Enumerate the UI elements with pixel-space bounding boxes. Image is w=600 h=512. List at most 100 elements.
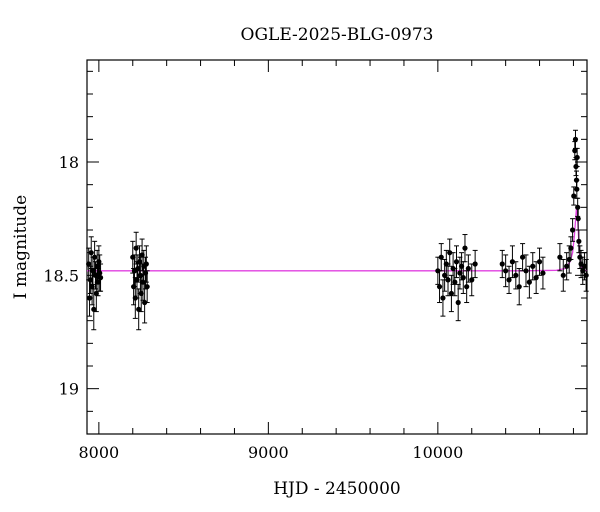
data-marker [472, 261, 478, 267]
data-point [569, 218, 576, 242]
data-point [557, 243, 563, 272]
data-point [440, 279, 446, 317]
data-point [445, 263, 451, 297]
data-marker [133, 245, 139, 251]
y-axis-label: I magnitude [11, 195, 31, 299]
data-marker [519, 254, 526, 260]
data-marker [460, 275, 466, 281]
data-marker [513, 272, 519, 278]
data-marker [445, 277, 451, 283]
data-point [533, 261, 539, 294]
data-marker [462, 245, 468, 251]
data-point [583, 258, 589, 292]
data-marker [452, 279, 458, 285]
data-marker [448, 290, 455, 297]
data-point [447, 238, 453, 267]
data-marker [97, 275, 104, 281]
data-marker [464, 284, 470, 290]
chart-title: OGLE-2025-BLG-0973 [241, 25, 434, 45]
data-marker [465, 265, 471, 272]
data-marker [509, 259, 516, 265]
y-tick-label: 18 [59, 153, 79, 172]
data-marker [142, 299, 148, 306]
tick-labels: 8000 9000 10000 18 18.5 19 [43, 153, 463, 462]
data-marker [572, 148, 578, 154]
data-marker [436, 284, 443, 290]
data-marker [583, 272, 589, 278]
data-point [438, 243, 444, 272]
data-marker [469, 277, 475, 283]
data-marker [143, 261, 149, 267]
data-marker [440, 295, 446, 301]
data-marker [571, 193, 577, 199]
data-point [143, 245, 149, 283]
data-marker [536, 259, 543, 265]
data-marker [523, 268, 529, 274]
x-axis-label: HJD - 2450000 [273, 479, 401, 499]
data-marker [560, 272, 566, 278]
data-marker [97, 270, 103, 276]
data-point [509, 245, 516, 279]
data-marker [576, 238, 582, 244]
data-point [526, 265, 532, 299]
data-marker [455, 299, 461, 306]
data-point [506, 265, 512, 294]
data-point [560, 258, 566, 292]
data-point [97, 263, 104, 292]
data-marker [453, 259, 460, 265]
data-marker [89, 284, 95, 290]
data-point [133, 231, 139, 265]
data-marker [540, 270, 546, 276]
data-point [448, 274, 455, 313]
x-tick-label: 8000 [79, 443, 120, 462]
data-point [571, 186, 577, 206]
data-marker [575, 216, 581, 222]
x-tick-label: 10000 [412, 443, 463, 462]
y-tick-label: 18.5 [43, 266, 79, 285]
data-marker [136, 306, 142, 312]
data-point [536, 247, 543, 276]
data-point [455, 283, 461, 322]
data-point [499, 249, 505, 279]
data-point [523, 254, 529, 288]
data-point [469, 263, 475, 297]
plot-frame [86, 59, 588, 435]
data-marker [533, 275, 539, 281]
data-point [574, 147, 580, 168]
data-marker [574, 154, 580, 161]
data-marker [564, 263, 570, 269]
data-point [519, 243, 526, 272]
data-marker [572, 136, 579, 142]
data-point [464, 270, 470, 304]
data-point [453, 245, 460, 279]
data-marker [568, 245, 574, 251]
data-marker [574, 186, 580, 192]
data-marker [530, 263, 536, 269]
data-point [516, 268, 522, 306]
data-point [530, 252, 536, 281]
data-marker [499, 261, 505, 267]
data-point [576, 229, 582, 254]
data-point [144, 270, 150, 304]
data-point [472, 249, 478, 279]
data-marker [144, 284, 150, 290]
data-marker [447, 250, 453, 256]
data-marker [91, 306, 97, 312]
data-marker [86, 261, 92, 267]
data-point [572, 129, 579, 149]
data-point [513, 261, 519, 290]
data-marker [569, 227, 576, 233]
data-point [574, 179, 580, 199]
data-point [462, 234, 468, 263]
data-marker [516, 284, 522, 290]
data-point [465, 254, 471, 283]
data-marker [506, 277, 512, 283]
data-point [503, 254, 509, 288]
data-marker [526, 279, 532, 285]
data-point [540, 256, 546, 290]
observations-layer [86, 129, 589, 331]
data-marker [557, 254, 563, 260]
data-marker [86, 295, 93, 301]
y-tick-label: 19 [59, 380, 79, 399]
